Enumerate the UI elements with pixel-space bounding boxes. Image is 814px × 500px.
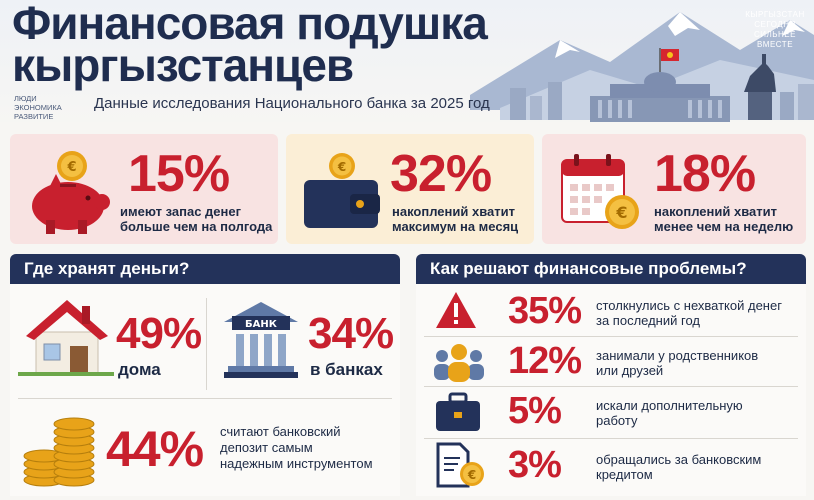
- problem-value: 35%: [508, 290, 582, 332]
- problem-value: 5%: [508, 390, 562, 432]
- piggy-bank-icon: €: [32, 151, 110, 234]
- credit-document-icon: €: [436, 442, 484, 488]
- calendar-icon: €: [561, 154, 639, 229]
- problem-text-line-1: столкнулись с нехваткой денег: [596, 298, 782, 313]
- divider: [424, 438, 798, 439]
- briefcase-icon: [436, 392, 480, 431]
- problems-heading: Как решают финансовые проблемы?: [416, 254, 806, 284]
- title-line-1: Финансовая подушка: [12, 0, 488, 49]
- bank-icon: БАНК: [224, 302, 298, 378]
- stat-text-line-2: больше чем на полгода: [120, 219, 273, 234]
- tag-people: ЛЮДИ: [14, 94, 37, 103]
- svg-text:€: €: [615, 203, 627, 222]
- home-value: 49%: [116, 309, 202, 358]
- slogan-line-4: ВМЕСТЕ: [756, 40, 794, 49]
- problem-description: обращались за банковским кредитом: [596, 452, 761, 482]
- stat-text-line-1: имеют запас денег: [120, 204, 242, 219]
- stat-text-line-2: менее чем на неделю: [654, 219, 794, 234]
- divider: [206, 298, 207, 390]
- problems-panel: 35% столкнулись с нехваткой денег за пос…: [416, 284, 806, 496]
- slogan: КЫРГЫЗСТАН СЕГОДНЯ СИЛЬНЕЕ ВМЕСТЕ: [742, 10, 808, 50]
- divider: [18, 398, 392, 399]
- wallet-icon: €: [304, 153, 380, 228]
- svg-text:€: €: [467, 468, 476, 482]
- stat-text-line-2: максимум на месяц: [392, 219, 519, 234]
- banks-value: 34%: [308, 309, 394, 358]
- deposit-text-line-2: депозит самым: [220, 440, 313, 455]
- deposit-description: считают банковский депозит самым надежны…: [220, 424, 373, 472]
- problem-text-line-1: обращались за банковским: [596, 452, 762, 467]
- stat-text-line-1: накоплений хватит: [654, 204, 777, 219]
- title-line-2: кыргызстанцев: [12, 39, 354, 91]
- mountain-skyline-illustration: [0, 0, 814, 130]
- slogan-line-3: СИЛЬНЕЕ: [754, 30, 796, 39]
- problem-description: занимали у родственников или друзей: [596, 348, 758, 378]
- problem-text-line-2: кредитом: [596, 467, 653, 482]
- problem-text-line-1: занимали у родственников: [596, 348, 759, 363]
- side-tags: ЛЮДИ ЭКОНОМИКА РАЗВИТИЕ: [14, 94, 62, 121]
- problem-value: 3%: [508, 444, 562, 486]
- stat-description: имеют запас денег больше чем на полгода: [120, 204, 272, 234]
- warning-icon: [436, 292, 476, 328]
- svg-text:€: €: [66, 160, 76, 175]
- banks-label: в банках: [310, 360, 383, 379]
- stat-description: накоплений хватит максимум на месяц: [392, 204, 518, 234]
- deposit-text-line-3: надежным инструментом: [220, 456, 373, 471]
- stat-card-savings-week: € 18% накоплений хватит менее чем на нед…: [542, 134, 806, 244]
- svg-text:€: €: [337, 160, 346, 174]
- divider: [424, 386, 798, 387]
- problem-description: искали дополнительную работу: [596, 398, 743, 428]
- bank-sign: БАНК: [245, 319, 278, 330]
- stat-value: 32%: [390, 145, 492, 203]
- problem-description: столкнулись с нехваткой денег за последн…: [596, 298, 782, 328]
- problem-text-line-2: работу: [596, 413, 638, 428]
- page-subtitle: Данные исследования Национального банка …: [94, 95, 490, 112]
- stat-value: 18%: [654, 145, 756, 203]
- deposit-text-line-1: считают банковский: [220, 424, 341, 439]
- home-label: дома: [118, 360, 161, 379]
- problem-text-line-2: или друзей: [596, 363, 664, 378]
- house-icon: [18, 300, 114, 376]
- stat-card-savings-month: € 32% накоплений хватит максимум на меся…: [286, 134, 534, 244]
- people-icon: [434, 344, 484, 382]
- where-heading: Где хранят деньги?: [10, 254, 400, 284]
- problem-text-line-2: за последний год: [596, 313, 700, 328]
- problem-value: 12%: [508, 340, 582, 382]
- coins-stack-icon: [23, 417, 95, 487]
- tag-economy: ЭКОНОМИКА: [14, 103, 62, 112]
- stat-value: 15%: [128, 145, 230, 203]
- stat-card-savings-half-year: € 15% имеют запас денег больше чем на по…: [10, 134, 278, 244]
- problem-text-line-1: искали дополнительную: [596, 398, 743, 413]
- where-panel: 49% дома БАНК 34% в банках 44% считают б…: [10, 284, 400, 496]
- hero-banner: [0, 0, 814, 130]
- slogan-line-1: КЫРГЫЗСТАН: [745, 10, 805, 19]
- tag-development: РАЗВИТИЕ: [14, 112, 54, 121]
- page-title: Финансовая подушка кыргызстанцев: [12, 0, 488, 91]
- stat-description: накоплений хватит менее чем на неделю: [654, 204, 793, 234]
- divider: [424, 336, 798, 337]
- slogan-line-2: СЕГОДНЯ: [754, 20, 796, 29]
- deposit-value: 44%: [106, 421, 204, 477]
- stat-text-line-1: накоплений хватит: [392, 204, 515, 219]
